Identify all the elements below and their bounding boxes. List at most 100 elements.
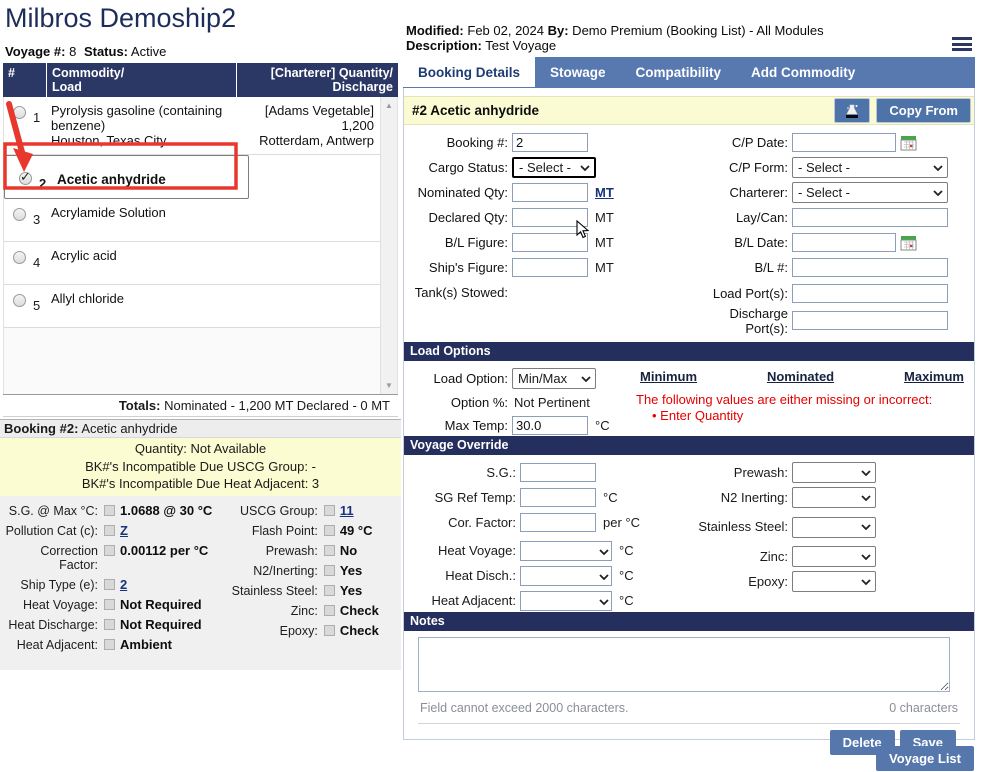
tab-booking-details[interactable]: Booking Details bbox=[403, 57, 536, 87]
bl-number-input[interactable] bbox=[792, 258, 948, 277]
booking-number-input[interactable] bbox=[512, 133, 588, 152]
scroll-down-icon[interactable]: ▼ bbox=[385, 381, 393, 390]
laycan-input[interactable] bbox=[792, 208, 948, 227]
maximum-column-header[interactable]: Maximum bbox=[904, 369, 964, 384]
heat-voyage-combo[interactable] bbox=[520, 540, 612, 561]
modified-label: Modified: bbox=[406, 23, 464, 38]
table-row[interactable]: 1 Pyrolysis gasoline (containing benzene… bbox=[4, 97, 380, 155]
cargo-status-select[interactable]: - Select - bbox=[512, 157, 596, 178]
heat-voyage-label: Heat Voyage: bbox=[437, 542, 516, 558]
commodity-name[interactable]: Acrylamide Solution bbox=[51, 205, 166, 220]
prewash-select[interactable] bbox=[792, 462, 876, 483]
booking-summary-header: Booking #2: Acetic anhydride bbox=[0, 419, 401, 438]
calendar-icon[interactable] bbox=[900, 235, 917, 251]
epoxy-select[interactable] bbox=[792, 571, 876, 592]
table-row[interactable]: 4 Acrylic acid bbox=[4, 242, 380, 285]
cp-date-label: C/P Date: bbox=[731, 135, 788, 150]
cor-factor-label: Cor. Factor: bbox=[448, 514, 516, 530]
load-option-label: Load Option: bbox=[433, 371, 508, 386]
ship-type-link[interactable]: 2 bbox=[120, 576, 128, 592]
zinc-select[interactable] bbox=[792, 546, 876, 567]
booking-number-label: Booking #: bbox=[446, 135, 508, 150]
mt-unit-link[interactable]: MT bbox=[595, 185, 614, 200]
table-row-selected[interactable]: 2 Acetic anhydride bbox=[4, 155, 249, 199]
cp-date-input[interactable] bbox=[792, 133, 896, 152]
table-row[interactable]: 5 Allyl chloride bbox=[4, 285, 380, 328]
bl-date-input[interactable] bbox=[792, 233, 896, 252]
discharge-ports-input[interactable] bbox=[792, 311, 948, 330]
bl-figure-input[interactable] bbox=[512, 233, 588, 252]
prop-label: Prewash: bbox=[265, 543, 318, 558]
celsius-unit: °C bbox=[619, 568, 634, 583]
tab-compatibility[interactable]: Compatibility bbox=[635, 65, 722, 80]
sg-input[interactable] bbox=[520, 463, 596, 482]
celsius-unit: °C bbox=[603, 490, 618, 505]
chevron-down-icon bbox=[861, 469, 871, 476]
status-square-icon bbox=[104, 618, 115, 630]
booking-panel: Modified: Feb 02, 2024 By: Demo Premium … bbox=[403, 0, 975, 772]
row-radio[interactable] bbox=[13, 106, 26, 119]
declared-qty-input[interactable] bbox=[512, 208, 588, 227]
calendar-icon[interactable] bbox=[900, 135, 917, 151]
status-square-icon bbox=[323, 624, 335, 636]
prop-label: S.G. @ Max °C: bbox=[8, 503, 98, 518]
chevron-down-icon bbox=[861, 494, 871, 501]
status-square-icon bbox=[323, 524, 335, 536]
uscg-group-link[interactable]: 11 bbox=[339, 502, 354, 518]
nominated-qty-input[interactable] bbox=[512, 183, 588, 202]
notes-textarea[interactable] bbox=[418, 637, 950, 692]
by-label: By: bbox=[547, 23, 569, 38]
row-checked-icon[interactable] bbox=[19, 169, 32, 185]
prop-label: Pollution Cat (c): bbox=[5, 523, 98, 538]
cp-form-select[interactable]: - Select - bbox=[792, 157, 948, 178]
pollution-cat-link[interactable]: Z bbox=[120, 522, 128, 538]
ships-figure-input[interactable] bbox=[512, 258, 588, 277]
stainless-steel-label: Stainless Steel: bbox=[698, 519, 788, 534]
tanks-stowed-label: Tank(s) Stowed: bbox=[414, 285, 508, 300]
cor-factor-input[interactable] bbox=[520, 513, 596, 532]
voyage-list-button[interactable]: Voyage List bbox=[875, 746, 974, 771]
menu-icon[interactable] bbox=[952, 37, 972, 52]
chemical-flask-button[interactable] bbox=[834, 98, 871, 123]
table-scrollbar[interactable]: ▲ ▼ bbox=[380, 97, 397, 394]
voyage-number-value: 8 bbox=[69, 44, 77, 59]
heat-disch-combo[interactable] bbox=[520, 565, 612, 586]
commodity-header-bar: #2 Acetic anhydride Copy From bbox=[404, 96, 974, 125]
minimum-column-header[interactable]: Minimum bbox=[640, 369, 698, 384]
commodity-name[interactable]: Acrylic acid bbox=[51, 248, 117, 263]
load-option-select[interactable]: Min/Max bbox=[512, 368, 596, 389]
n2-inerting-select[interactable] bbox=[792, 487, 876, 508]
prop-label: Ship Type (e): bbox=[20, 577, 98, 592]
tab-add-commodity[interactable]: Add Commodity bbox=[751, 65, 856, 80]
prop-label: Epoxy: bbox=[279, 623, 318, 638]
heat-adjacent-combo[interactable] bbox=[520, 590, 612, 611]
chevron-down-icon bbox=[581, 375, 591, 382]
row-radio[interactable] bbox=[13, 208, 26, 221]
tab-stowage[interactable]: Stowage bbox=[550, 65, 606, 80]
charterer-select[interactable]: - Select - bbox=[792, 182, 948, 203]
booking-properties: S.G. @ Max °C: 1.0688 @ 30 °C Pollution C… bbox=[0, 495, 401, 670]
row-radio[interactable] bbox=[13, 294, 26, 307]
row-number: 2 bbox=[39, 176, 47, 191]
stainless-steel-select[interactable] bbox=[792, 516, 876, 538]
prop-label: Zinc: bbox=[290, 603, 318, 618]
commodity-name[interactable]: Acetic anhydride bbox=[57, 171, 166, 187]
scroll-up-icon[interactable]: ▲ bbox=[385, 101, 393, 110]
commodity-name[interactable]: Pyrolysis gasoline (containing benzene) bbox=[51, 103, 223, 133]
status-square-icon bbox=[323, 504, 335, 516]
zinc-label: Zinc: bbox=[759, 548, 788, 564]
validation-error-title: The following values are either missing … bbox=[636, 392, 933, 407]
prop-value: No bbox=[339, 542, 358, 558]
max-temp-input[interactable] bbox=[512, 416, 588, 435]
row-radio[interactable] bbox=[13, 251, 26, 264]
commodity-table: # Commodity/ Load [Charterer] Quantity/ … bbox=[3, 63, 398, 417]
prop-value: Not Required bbox=[120, 596, 202, 612]
table-row[interactable]: 3 Acrylamide Solution bbox=[4, 199, 380, 242]
nominated-column-header[interactable]: Nominated bbox=[766, 369, 835, 384]
per-celsius-unit: per °C bbox=[603, 515, 640, 530]
load-ports-input[interactable] bbox=[792, 284, 948, 303]
copy-from-button[interactable]: Copy From bbox=[876, 98, 971, 123]
commodity-name[interactable]: Allyl chloride bbox=[51, 291, 124, 306]
sg-ref-temp-input[interactable] bbox=[520, 488, 596, 507]
validation-error-item: Enter Quantity bbox=[652, 408, 968, 424]
